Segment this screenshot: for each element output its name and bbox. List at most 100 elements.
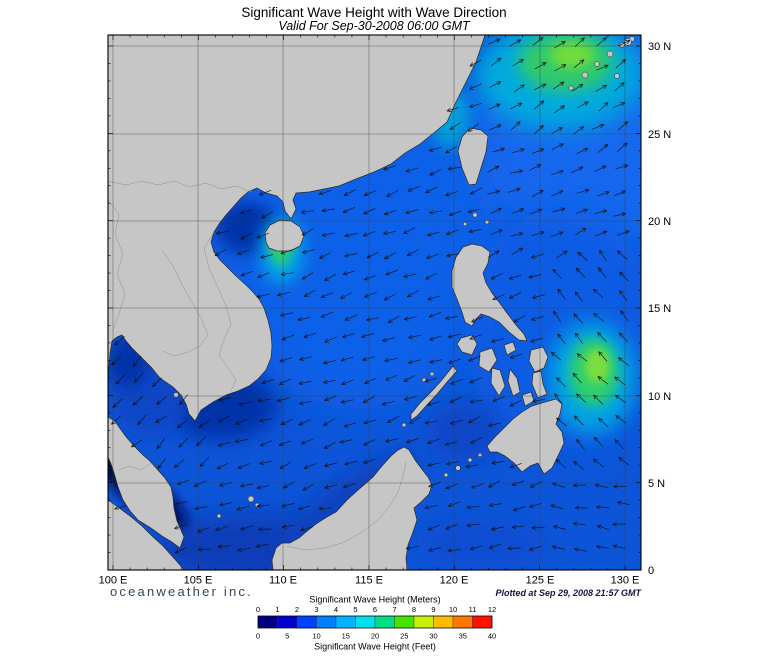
small-island [455,465,461,471]
x-tick-label: 110 E [269,575,297,587]
x-tick-label: 115 E [355,575,383,587]
y-tick-label: 5 N [648,478,665,490]
legend-color-cell [257,615,278,629]
country-border [108,180,253,193]
landmass-luzon [451,243,528,342]
x-tick-label: 125 E [526,575,555,587]
x-tick-label: 105 E [184,575,213,587]
country-borders-layer [108,180,407,551]
legend-feet-tick: 30 [429,632,437,641]
legend-color-cell [374,615,395,629]
x-axis-labels: 100 E 105 E 110 E 115 E 120 E 125 E 130 E [99,575,640,587]
legend-bar-outline [257,615,493,629]
country-border [285,461,407,551]
y-tick-label: 25 N [648,129,671,141]
legend-feet-tick: 35 [459,632,467,641]
landmass-masbate [503,341,517,356]
small-island [173,392,179,398]
legend-meters-tick: 0 [256,605,260,614]
oceanweather-logo-text: oceanweather inc. [110,584,253,599]
small-island [247,495,255,503]
legend-feet-tick: 20 [371,632,379,641]
wave-direction-arrows [111,36,631,554]
landmass-sumatra [108,499,185,570]
y-tick-label: 0 [648,565,654,577]
x-tick-label: 120 E [440,575,469,587]
legend-meters-tick: 8 [412,605,416,614]
land-layer [108,35,635,570]
landmass-asia-mainland [108,35,486,422]
small-island [614,73,620,79]
small-island [477,452,483,458]
country-border [118,462,152,471]
legend-color-cell [316,615,337,629]
x-tick-label: 130 E [611,575,640,587]
landmass-negros [490,367,506,397]
plotted-timestamp: Plotted at Sep 29, 2008 21:57 GMT [495,588,642,598]
legend-color-cell [413,615,434,629]
small-island [472,212,478,218]
legend-feet-tick: 0 [256,632,260,641]
landmass-leyte [531,370,548,399]
small-island [568,85,574,91]
legend-feet-tick: 15 [342,632,350,641]
x-tick-label: 100 E [99,575,128,587]
legend-feet-tick: 25 [400,632,408,641]
legend-color-cell [472,615,493,629]
small-island [624,38,632,46]
legend-meters-tick: 2 [295,605,299,614]
landmass-palawan [410,365,458,421]
small-island [484,219,490,225]
landmass-borneo [271,446,433,570]
landmass-mindoro [456,334,478,356]
legend-meters-tick: 4 [334,605,338,614]
landmass-cebu [507,368,521,397]
legend-meters-tick: 6 [373,605,377,614]
small-island [606,50,614,58]
small-island [594,61,600,67]
grid-layer [108,35,641,570]
landmass-hainan [264,219,305,252]
axis-minor-ticks-layer [108,35,641,570]
figure-subtitle: Valid For Sep-30-2008 06:00 GMT [278,19,471,33]
small-island [462,221,468,227]
small-island [581,71,589,79]
wave-height-field-patch [427,402,503,462]
country-border [203,231,237,392]
legend-meters-tick: 11 [469,605,477,614]
y-tick-label: 15 N [648,303,671,315]
y-axis-labels: 0 5 N 10 N 15 N 20 N 25 N 30 N [648,41,671,577]
legend-meters-label: Significant Wave Height (Meters) [309,595,440,605]
legend-meters-tick: 5 [353,605,357,614]
map-frame [107,34,642,571]
small-island [429,371,435,377]
landmass-mindanao [486,398,565,475]
legend-meters-tick: 7 [392,605,396,614]
small-island [216,513,222,519]
wave-height-field-patch [415,517,545,570]
legend-feet-label: Significant Wave Height (Feet) [314,642,436,652]
y-tick-label: 30 N [648,41,671,53]
legend-color-cell [335,615,356,629]
small-island [467,457,473,463]
country-border [161,249,209,357]
wave-direction-arrows-layer [111,36,631,554]
y-tick-label: 10 N [648,391,671,403]
legend-feet-tick: 40 [488,632,496,641]
figure-title: Significant Wave Height with Wave Direct… [241,5,506,20]
country-border [108,199,126,331]
small-island [443,472,449,478]
legend-color-cell [394,615,415,629]
legend-meters-tick: 1 [275,605,279,614]
landmass-panay [478,347,498,373]
wave-height-field-patch [585,349,609,383]
legend-color-cell [433,615,454,629]
legend-meters-tick: 12 [488,605,496,614]
legend-feet-tick: 10 [312,632,320,641]
wave-height-legend: Significant Wave Height (Meters)0 1 2 3 4 5 6 7… [256,595,496,652]
legend-meters-tick: 9 [431,605,435,614]
legend-meters-tick: 3 [314,605,318,614]
legend-color-cell [355,615,376,629]
